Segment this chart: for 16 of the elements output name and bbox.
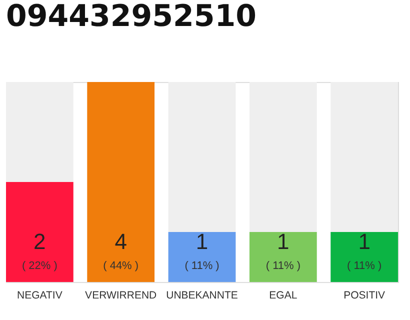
x-tick-label: POSITIV <box>344 290 386 302</box>
annotation: ( 22% ) <box>22 260 58 272</box>
chart-title: 094432952510 <box>6 0 256 34</box>
x-tick-label: EGAL <box>269 290 298 302</box>
annotation: ( 11% ) <box>266 260 300 272</box>
x-tick-label: UNBEKANNTE <box>166 290 238 302</box>
x-tick-label: VERWIRREND <box>85 290 158 302</box>
data-label: 1 <box>277 229 290 254</box>
data-label: 1 <box>196 229 208 254</box>
annotation: ( 11% ) <box>347 260 382 272</box>
data-label: 1 <box>358 229 370 254</box>
annotation: ( 11% ) <box>184 260 220 272</box>
annotation: ( 44% ) <box>103 260 139 272</box>
x-tick-label: NEGATIV <box>17 290 62 302</box>
data-label: 2 <box>34 229 46 254</box>
data-label: 4 <box>114 229 127 254</box>
